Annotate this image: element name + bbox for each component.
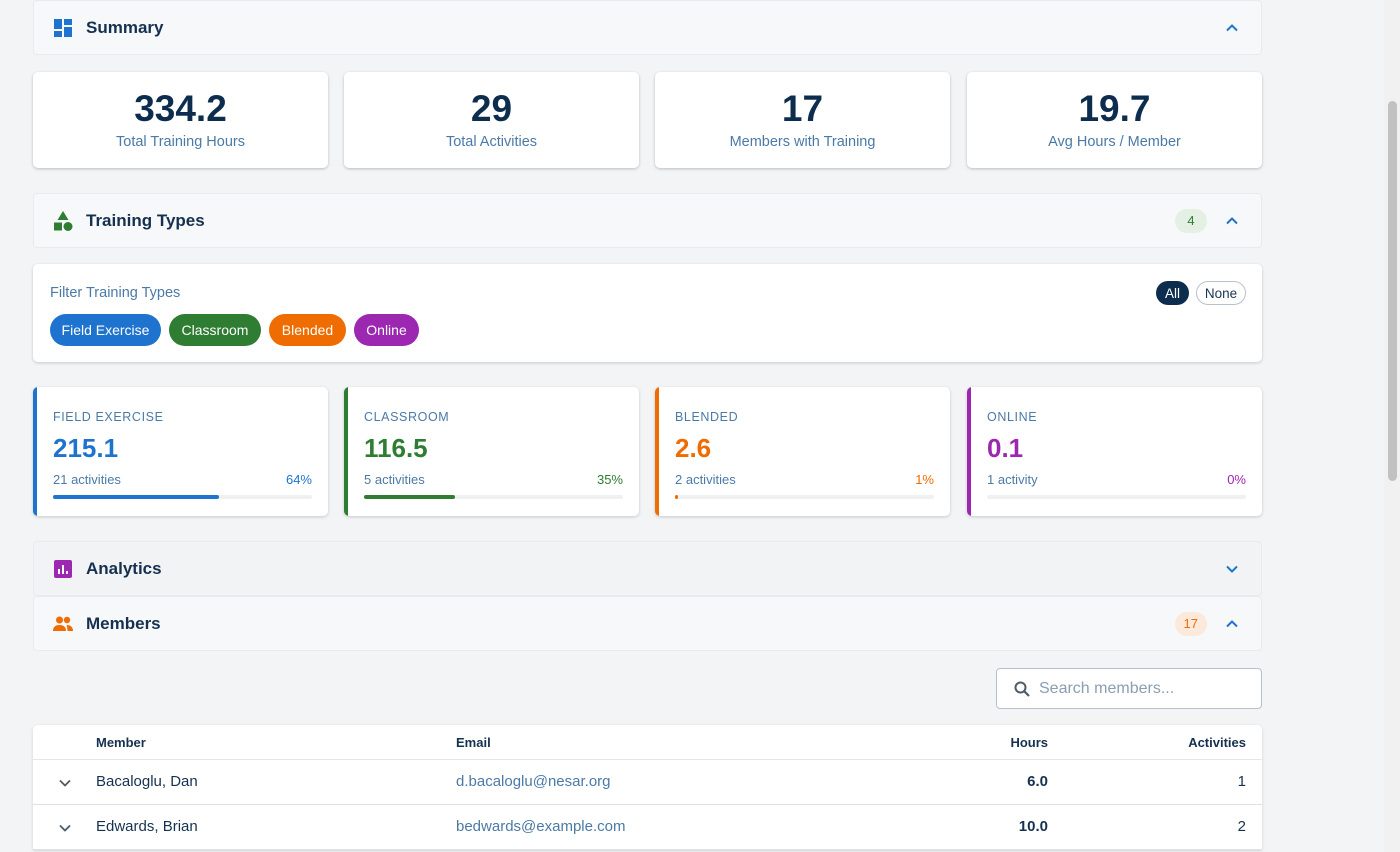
type-card-field-exercise: FIELD EXERCISE 215.1 21 activities 64%	[33, 387, 328, 516]
member-email[interactable]: d.bacaloglu@nesar.org	[456, 773, 611, 790]
analytics-icon	[54, 559, 72, 578]
category-icon	[54, 210, 73, 231]
members-count-badge: 17	[1174, 611, 1207, 636]
member-activities: 2	[1237, 818, 1246, 835]
type-progress-fill	[364, 495, 455, 499]
type-progress-fill	[675, 495, 678, 499]
people-icon	[53, 616, 73, 631]
stat-card-total-hours: 334.2 Total Training Hours	[33, 72, 328, 168]
stat-value: 17	[781, 88, 824, 129]
stat-card-members-with-training: 17 Members with Training	[655, 72, 950, 168]
type-activities: 1 activity	[987, 472, 1038, 487]
type-name: BLENDED	[675, 410, 739, 424]
chevron-down-icon[interactable]	[57, 775, 73, 791]
type-percent: 1%	[915, 472, 934, 487]
members-table: Member Email Hours Activities Bacaloglu,…	[33, 725, 1262, 850]
type-card-stripe	[655, 387, 659, 516]
stat-card-total-activities: 29 Total Activities	[344, 72, 639, 168]
type-progress-track	[987, 495, 1246, 499]
chevron-up-icon[interactable]	[1225, 21, 1239, 35]
stat-label: Total Activities	[445, 134, 538, 150]
stat-value: 29	[470, 88, 513, 129]
chip-blended[interactable]: Blended	[269, 314, 346, 346]
type-card-stripe	[33, 387, 37, 516]
stat-value: 334.2	[134, 88, 227, 129]
type-hours: 116.5	[364, 433, 428, 463]
stat-label: Avg Hours / Member	[1048, 134, 1181, 150]
member-email[interactable]: bedwards@example.com	[456, 818, 626, 835]
search-input[interactable]	[1039, 677, 1249, 701]
type-percent: 35%	[596, 472, 623, 487]
chip-field-exercise[interactable]: Field Exercise	[50, 314, 161, 346]
member-hours: 6.0	[1027, 773, 1048, 790]
chevron-down-icon[interactable]	[1225, 562, 1239, 576]
type-activities: 2 activities	[675, 472, 736, 487]
chevron-up-icon[interactable]	[1225, 617, 1239, 631]
analytics-title: Analytics	[86, 558, 162, 578]
type-activities: 5 activities	[364, 472, 425, 487]
type-progress-track	[53, 495, 312, 499]
member-hours: 10.0	[1018, 818, 1048, 835]
type-card-stripe	[967, 387, 971, 516]
members-title: Members	[86, 613, 161, 633]
filter-title: Filter Training Types	[50, 285, 181, 301]
type-card-online: ONLINE 0.1 1 activity 0%	[967, 387, 1262, 516]
column-header-activities[interactable]: Activities	[1188, 735, 1246, 750]
type-hours: 215.1	[53, 433, 119, 463]
vertical-scrollbar[interactable]	[1384, 0, 1400, 852]
column-header-hours[interactable]: Hours	[1010, 735, 1048, 750]
type-hours: 2.6	[675, 433, 712, 463]
scrollbar-thumb[interactable]	[1388, 101, 1397, 481]
member-name: Bacaloglu, Dan	[96, 773, 198, 790]
type-progress-track	[675, 495, 934, 499]
type-card-blended: BLENDED 2.6 2 activities 1%	[655, 387, 950, 516]
type-card-classroom: CLASSROOM 116.5 5 activities 35%	[344, 387, 639, 516]
summary-section-header[interactable]: Summary	[33, 0, 1262, 55]
members-section-header[interactable]: Members 17	[33, 596, 1262, 651]
training-types-count-badge: 4	[1175, 208, 1207, 233]
member-name: Edwards, Brian	[96, 818, 198, 835]
summary-title: Summary	[86, 17, 164, 37]
type-percent: 0%	[1227, 472, 1246, 487]
chip-classroom[interactable]: Classroom	[169, 314, 261, 346]
column-header-member[interactable]: Member	[96, 735, 146, 750]
stat-value: 19.7	[1078, 88, 1151, 129]
type-activities: 21 activities	[53, 472, 121, 487]
column-header-email[interactable]: Email	[456, 735, 491, 750]
table-header-row: Member Email Hours Activities	[33, 725, 1262, 760]
stat-label: Total Training Hours	[116, 134, 245, 150]
filter-training-types-card: Filter Training Types All None Field Exe…	[33, 264, 1262, 362]
member-search-box[interactable]	[996, 668, 1262, 709]
type-percent: 64%	[285, 472, 312, 487]
table-row[interactable]: Bacaloglu, Dan d.bacaloglu@nesar.org 6.0…	[33, 760, 1262, 805]
member-activities: 1	[1237, 773, 1246, 790]
stat-label: Members with Training	[729, 134, 876, 150]
chevron-up-icon[interactable]	[1225, 214, 1239, 228]
search-icon	[1014, 681, 1030, 697]
type-hours: 0.1	[987, 433, 1024, 463]
type-card-stripe	[344, 387, 348, 516]
type-name: CLASSROOM	[364, 410, 450, 424]
type-name: ONLINE	[987, 410, 1038, 424]
analytics-section-header[interactable]: Analytics	[33, 541, 1262, 596]
table-row[interactable]: Edwards, Brian bedwards@example.com 10.0…	[33, 805, 1262, 850]
dashboard-icon	[54, 18, 72, 37]
stat-card-avg-hours: 19.7 Avg Hours / Member	[967, 72, 1262, 168]
training-types-title: Training Types	[86, 210, 205, 230]
select-all-button[interactable]: All	[1156, 281, 1189, 305]
type-progress-track	[364, 495, 623, 499]
chevron-down-icon[interactable]	[57, 820, 73, 836]
type-name: FIELD EXERCISE	[53, 410, 164, 424]
training-types-section-header[interactable]: Training Types 4	[33, 193, 1262, 248]
type-progress-fill	[53, 495, 219, 499]
chip-online[interactable]: Online	[354, 314, 419, 346]
select-none-button[interactable]: None	[1196, 281, 1246, 305]
